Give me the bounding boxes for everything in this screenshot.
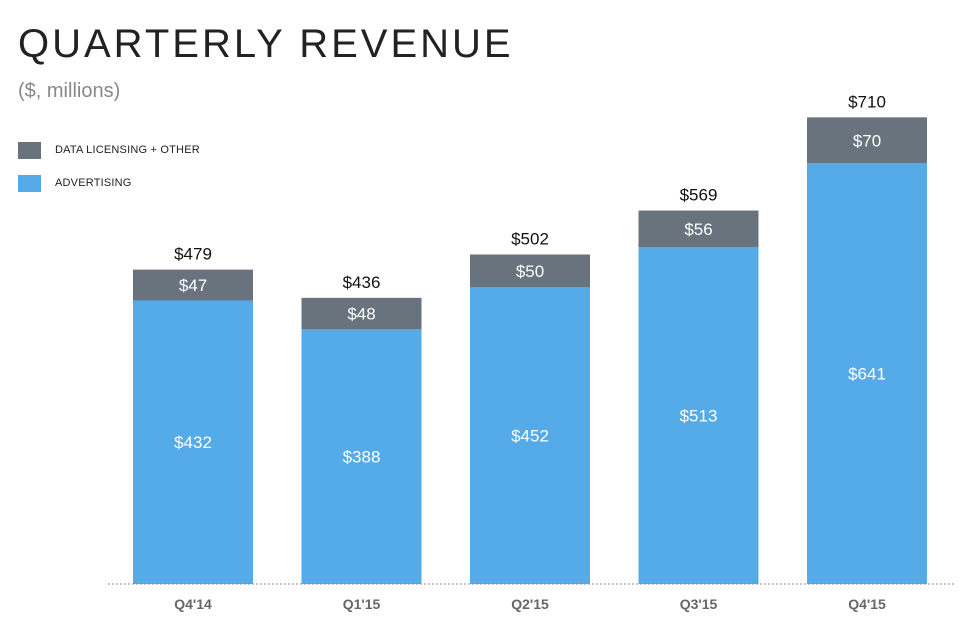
data-label-advertising-q2-15: $452 <box>511 427 549 446</box>
x-tick-label-q4-15: Q4'15 <box>848 596 886 612</box>
bar-advertising-q4-15 <box>807 163 927 584</box>
legend-swatch-advertising <box>18 174 41 192</box>
bar-advertising-q1-15 <box>301 329 422 584</box>
bar-data-licensing-other-q2-15 <box>470 254 590 288</box>
data-label-data-licensing-other-q2-15: $50 <box>516 262 544 281</box>
total-label-q3-15: $569 <box>680 186 718 205</box>
bar-data-licensing-other-q4-14 <box>133 269 253 301</box>
x-tick-labels: Q4'14 Q1'15 Q2'15 Q3'15 Q4'15 <box>174 596 886 612</box>
total-label-q1-15: $436 <box>343 273 381 292</box>
data-label-data-licensing-other-q4-15: $70 <box>853 131 881 150</box>
bars-group: $432 $47 $479 $388 $48 $436 $452 $50 $502 $513 $56… <box>133 92 927 584</box>
chart-subtitle: ($, millions) <box>18 80 121 102</box>
x-tick-label-q4-14: Q4'14 <box>174 596 212 612</box>
chart-title: QUARTERLY REVENUE <box>18 22 514 66</box>
total-label-q4-14: $479 <box>174 245 212 264</box>
data-label-data-licensing-other-q1-15: $48 <box>347 305 375 324</box>
bar-advertising-q3-15 <box>638 247 759 584</box>
total-label-q4-15: $710 <box>848 92 886 111</box>
data-label-advertising-q1-15: $388 <box>343 448 381 467</box>
x-tick-label-q3-15: Q3'15 <box>680 596 718 612</box>
data-label-advertising-q4-15: $641 <box>848 365 886 384</box>
legend-item-advertising: ADVERTISING <box>18 173 132 193</box>
legend-item-data-licensing: DATA LICENSING + OTHER <box>18 140 200 160</box>
legend-label-data-licensing: DATA LICENSING + OTHER <box>55 144 200 156</box>
data-label-data-licensing-other-q4-14: $47 <box>179 276 207 295</box>
data-label-data-licensing-other-q3-15: $56 <box>684 220 712 239</box>
legend-swatch-data-licensing <box>18 141 41 159</box>
bar-advertising-q2-15 <box>470 287 590 584</box>
bar-advertising-q4-14 <box>133 300 253 584</box>
bar-data-licensing-other-q3-15 <box>638 210 759 248</box>
x-tick-label-q2-15: Q2'15 <box>511 596 549 612</box>
bar-data-licensing-other-q1-15 <box>301 297 422 330</box>
total-label-q2-15: $502 <box>511 230 549 249</box>
bar-data-licensing-other-q4-15 <box>807 117 927 164</box>
data-label-advertising-q3-15: $513 <box>680 407 718 426</box>
legend-label-advertising: ADVERTISING <box>55 177 132 189</box>
data-label-advertising-q4-14: $432 <box>174 433 212 452</box>
x-tick-label-q1-15: Q1'15 <box>343 596 381 612</box>
